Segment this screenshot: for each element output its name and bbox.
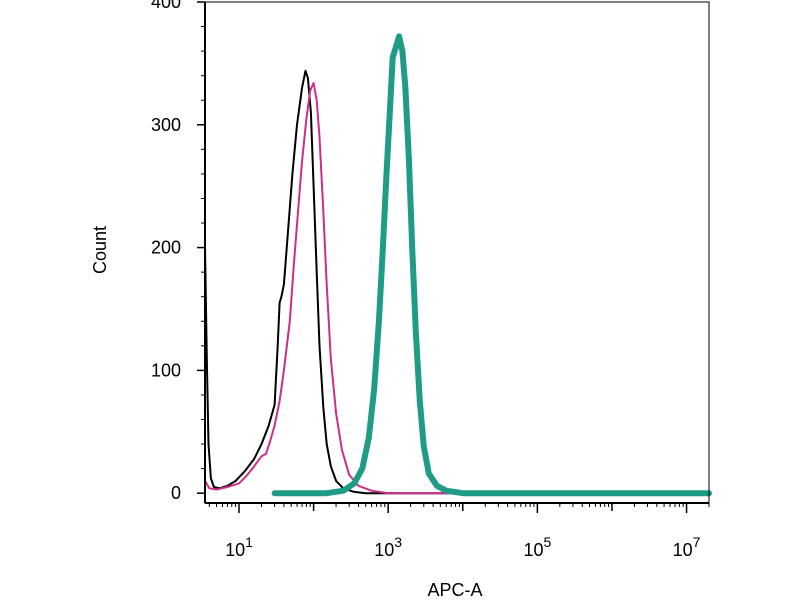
series-line-3 [271, 33, 712, 497]
x-tick-label: 107 [673, 534, 701, 560]
x-tick-label: 105 [523, 534, 551, 560]
x-axis-label: APC-A [427, 580, 482, 600]
y-tick-label: 100 [151, 360, 181, 380]
series-line-1 [204, 69, 710, 495]
series-line-2 [204, 82, 710, 495]
y-tick-label: 0 [171, 483, 181, 503]
y-axis-label: Count [90, 226, 110, 274]
y-tick-label: 300 [151, 115, 181, 135]
plot-frame [204, 1, 710, 504]
y-tick-label: 200 [151, 238, 181, 258]
series-layer [204, 33, 712, 497]
y-tick-label: 400 [151, 0, 181, 12]
x-tick-label: 101 [225, 534, 253, 560]
x-tick-label: 103 [374, 534, 402, 560]
axes-layer: 0 100 200 300 400 101 103 105 107 [151, 0, 710, 560]
